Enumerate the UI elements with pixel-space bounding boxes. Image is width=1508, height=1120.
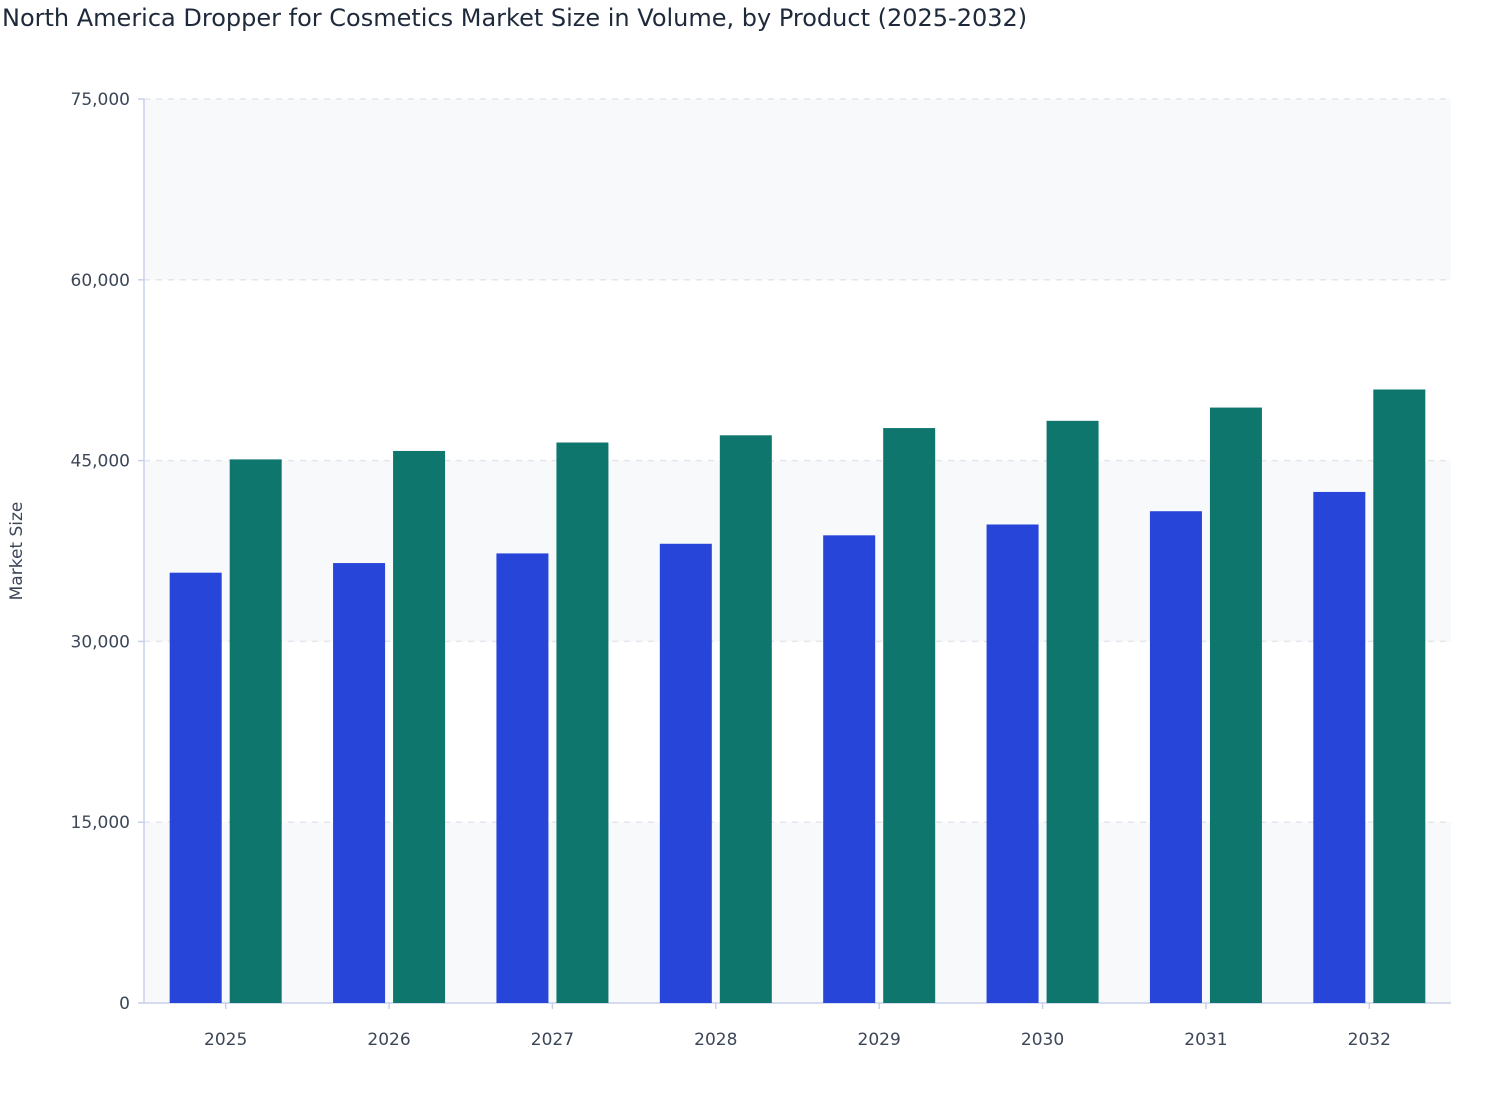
bar-2029-series-1	[823, 535, 876, 1003]
bar-2025-series-1	[169, 572, 222, 1003]
x-tick-label: 2025	[204, 1030, 247, 1050]
bar-2029-series-2	[883, 428, 936, 1003]
x-tick-label: 2032	[1348, 1030, 1391, 1050]
bar-2030-series-2	[1046, 420, 1099, 1004]
plot-band	[144, 99, 1451, 280]
bar-2027-series-1	[496, 553, 549, 1003]
bar-2028-series-1	[659, 543, 712, 1003]
x-tick-label: 2026	[367, 1030, 410, 1050]
y-tick-label: 45,000	[71, 452, 130, 472]
x-tick-label: 2029	[858, 1030, 901, 1050]
x-tick-label: 2031	[1184, 1030, 1227, 1050]
y-tick-label: 75,000	[71, 90, 130, 110]
y-tick-label: 15,000	[71, 813, 130, 833]
bar-2026-series-1	[333, 563, 386, 1003]
bar-2028-series-2	[719, 435, 772, 1004]
bar-2031-series-2	[1209, 407, 1262, 1004]
x-tick-label: 2030	[1021, 1030, 1064, 1050]
y-tick-label: 60,000	[71, 271, 130, 291]
bar-2027-series-2	[556, 442, 609, 1003]
chart-title: North America Dropper for Cosmetics Mark…	[2, 4, 1028, 32]
y-tick-label: 0	[119, 994, 130, 1014]
x-tick-label: 2028	[694, 1030, 737, 1050]
y-axis-label: Market Size	[7, 502, 27, 601]
bar-2032-series-2	[1373, 389, 1426, 1003]
bar-2030-series-1	[986, 524, 1039, 1003]
bar-2031-series-1	[1149, 511, 1202, 1003]
bar-2032-series-1	[1313, 491, 1366, 1003]
x-tick-label: 2027	[531, 1030, 574, 1050]
bar-2026-series-2	[393, 450, 446, 1003]
bar-2025-series-2	[229, 459, 282, 1003]
y-tick-label: 30,000	[71, 632, 130, 652]
